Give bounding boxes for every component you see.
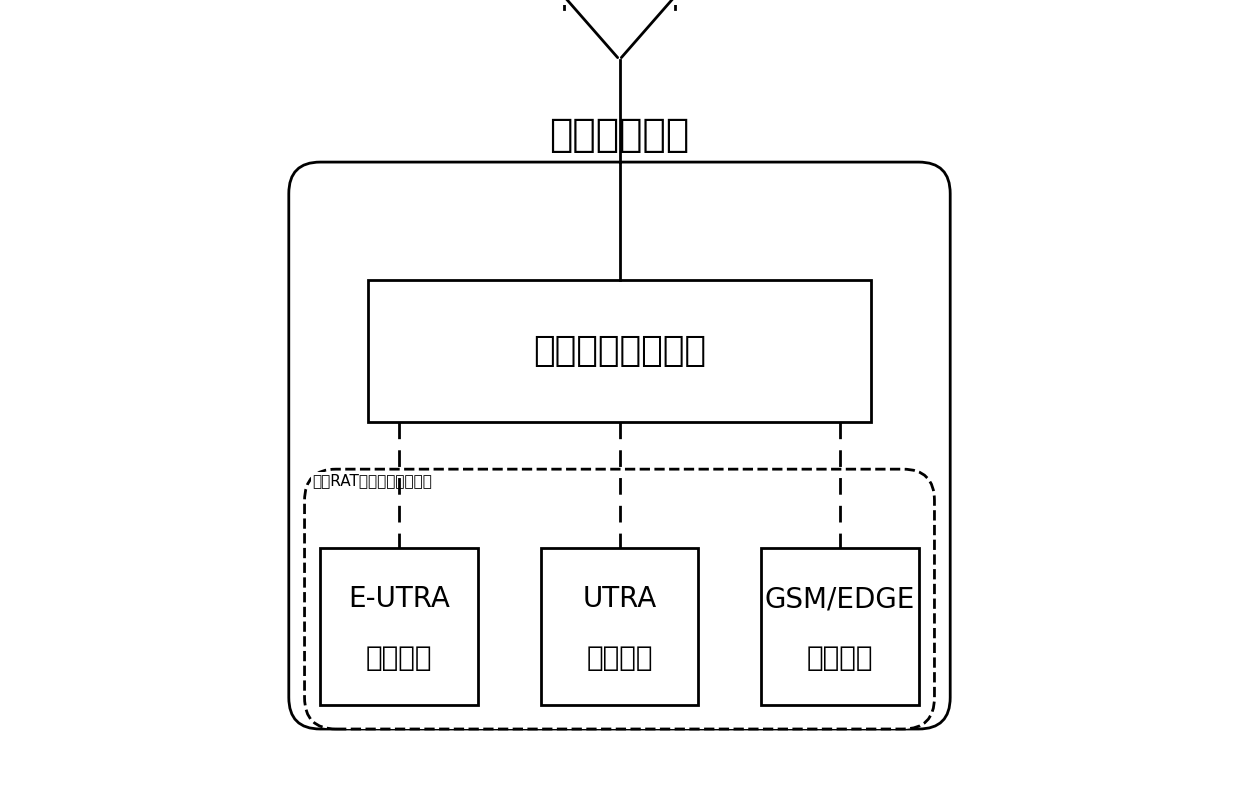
Text: 功能模块: 功能模块: [366, 644, 432, 672]
FancyBboxPatch shape: [289, 162, 950, 729]
Text: 公共有源射频器件: 公共有源射频器件: [533, 334, 706, 368]
FancyBboxPatch shape: [761, 548, 918, 706]
Text: E-UTRA: E-UTRA: [348, 585, 450, 613]
FancyBboxPatch shape: [540, 548, 699, 706]
FancyBboxPatch shape: [321, 548, 478, 706]
Text: UTRA: UTRA: [582, 585, 657, 613]
Text: 功能模块: 功能模块: [807, 644, 873, 672]
Text: GSM/EDGE: GSM/EDGE: [764, 585, 916, 613]
Text: 功能模块: 功能模块: [586, 644, 653, 672]
FancyBboxPatch shape: [305, 469, 934, 729]
FancyBboxPatch shape: [368, 280, 871, 422]
Text: 三种RAT的所有可能的组合: 三种RAT的所有可能的组合: [312, 473, 432, 488]
Text: 宽频多模设备: 宽频多模设备: [549, 116, 690, 154]
